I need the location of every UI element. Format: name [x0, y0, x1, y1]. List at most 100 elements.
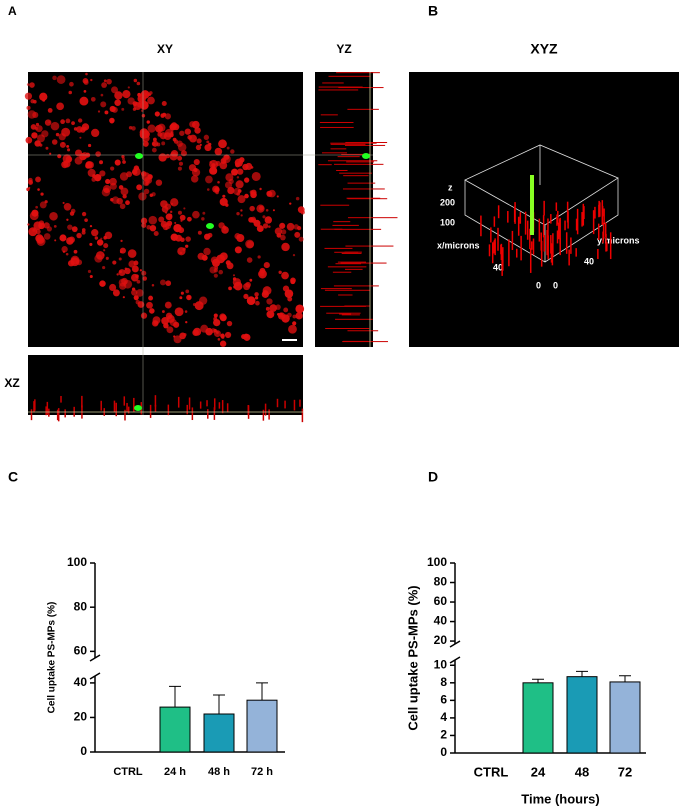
view-label: XYZ: [530, 41, 558, 57]
cell-blob: [249, 278, 253, 282]
cell-blob: [246, 257, 253, 263]
cell-blob: [127, 249, 137, 258]
cell-blob: [105, 256, 109, 260]
xz-signal: [149, 404, 152, 418]
cell-blob: [257, 255, 261, 259]
x-tick-label: 24 h: [164, 766, 186, 778]
cell-blob: [116, 273, 119, 276]
particle: [134, 405, 142, 411]
xyz-spike: [543, 234, 546, 252]
yz-signal: [321, 152, 348, 154]
yz-signal: [328, 75, 371, 77]
x-tick-label: 72: [618, 764, 632, 779]
yz-signal: [336, 72, 380, 74]
cell-blob: [254, 292, 259, 297]
cell-blob: [225, 203, 229, 207]
yz-signal: [330, 142, 377, 144]
xyz-spike: [488, 244, 491, 257]
xyz-spike: [493, 240, 495, 254]
cell-blob: [111, 86, 119, 94]
cell-blob: [236, 233, 245, 243]
cell-blob: [211, 163, 216, 168]
cell-blob: [206, 140, 210, 144]
xz-signal: [301, 408, 304, 423]
cell-blob: [46, 226, 52, 232]
yz-signal: [318, 89, 359, 91]
x-tick-label: 72 h: [251, 766, 273, 778]
xyz-spike: [517, 216, 520, 236]
cell-blob: [231, 168, 239, 176]
error-bar: [169, 685, 181, 708]
cell-blob: [67, 148, 71, 152]
cell-blob: [292, 314, 297, 319]
cell-blob: [255, 300, 260, 306]
cell-blob: [219, 314, 227, 322]
cell-blob: [209, 161, 213, 164]
cell-blob: [177, 210, 182, 215]
xyz-spike: [556, 214, 558, 226]
cell-blob: [141, 270, 147, 276]
yz-signal: [341, 314, 360, 316]
yz-signal: [337, 156, 360, 158]
y-axis-label: Cell uptake PS-MPs (%): [405, 585, 420, 730]
cell-blob: [287, 312, 292, 318]
tick-label: 0: [536, 280, 541, 290]
cell-blob: [213, 273, 218, 278]
xz-signal: [167, 404, 170, 416]
cell-blob: [281, 242, 290, 252]
y-tick-label: 2: [440, 728, 447, 742]
cell-blob: [224, 331, 232, 339]
cell-blob: [66, 218, 69, 221]
cell-blob: [126, 171, 133, 178]
x-tick-label: CTRL: [113, 766, 143, 778]
cell-blob: [261, 290, 269, 298]
cell-blob: [71, 121, 75, 126]
xyz-spike: [500, 243, 503, 261]
cell-blob: [99, 170, 106, 177]
xyz-spike: [570, 237, 572, 254]
cell-blob: [121, 154, 125, 159]
yz-signal: [319, 121, 354, 123]
cell-blob: [183, 332, 187, 337]
x-tick-label: 48 h: [208, 766, 230, 778]
xyz-spike: [556, 230, 559, 244]
cell-blob: [94, 236, 99, 240]
cell-blob: [170, 131, 173, 134]
cell-blob: [283, 307, 289, 313]
xz-signal: [133, 397, 135, 412]
cell-blob: [240, 209, 243, 212]
x-axis-label: Time (hours): [521, 791, 600, 806]
cell-blob: [292, 321, 297, 326]
cell-blob: [169, 152, 178, 161]
cell-blob: [278, 270, 282, 274]
cell-blob: [245, 239, 255, 249]
y-tick-label: 60: [74, 644, 88, 658]
cell-blob: [232, 274, 235, 277]
cell-blob: [136, 81, 141, 86]
yz-signal: [325, 328, 370, 330]
xyz-spike: [547, 218, 549, 246]
yz-signal: [318, 86, 363, 88]
xyz-spike: [493, 216, 496, 227]
xz-signal: [276, 398, 279, 408]
cell-blob: [70, 257, 80, 267]
cell-blob: [70, 208, 76, 214]
yz-signal: [332, 271, 352, 273]
cell-blob: [90, 78, 93, 82]
xyz-spike: [568, 249, 570, 266]
xz-signal: [218, 402, 221, 409]
panel-label: B: [428, 3, 438, 19]
cell-blob: [179, 214, 186, 221]
cell-blob: [204, 233, 211, 240]
xyz-spike: [514, 202, 516, 224]
yz-signal: [334, 251, 359, 253]
yz-signal: [327, 160, 378, 162]
cell-blob: [250, 166, 254, 169]
cell-blob: [293, 224, 299, 230]
cell-blob: [288, 324, 297, 334]
cell-blob: [110, 166, 115, 171]
cell-blob: [73, 249, 78, 254]
cell-blob: [61, 161, 69, 169]
cell-blob: [77, 118, 83, 123]
xz-signal: [213, 407, 216, 420]
